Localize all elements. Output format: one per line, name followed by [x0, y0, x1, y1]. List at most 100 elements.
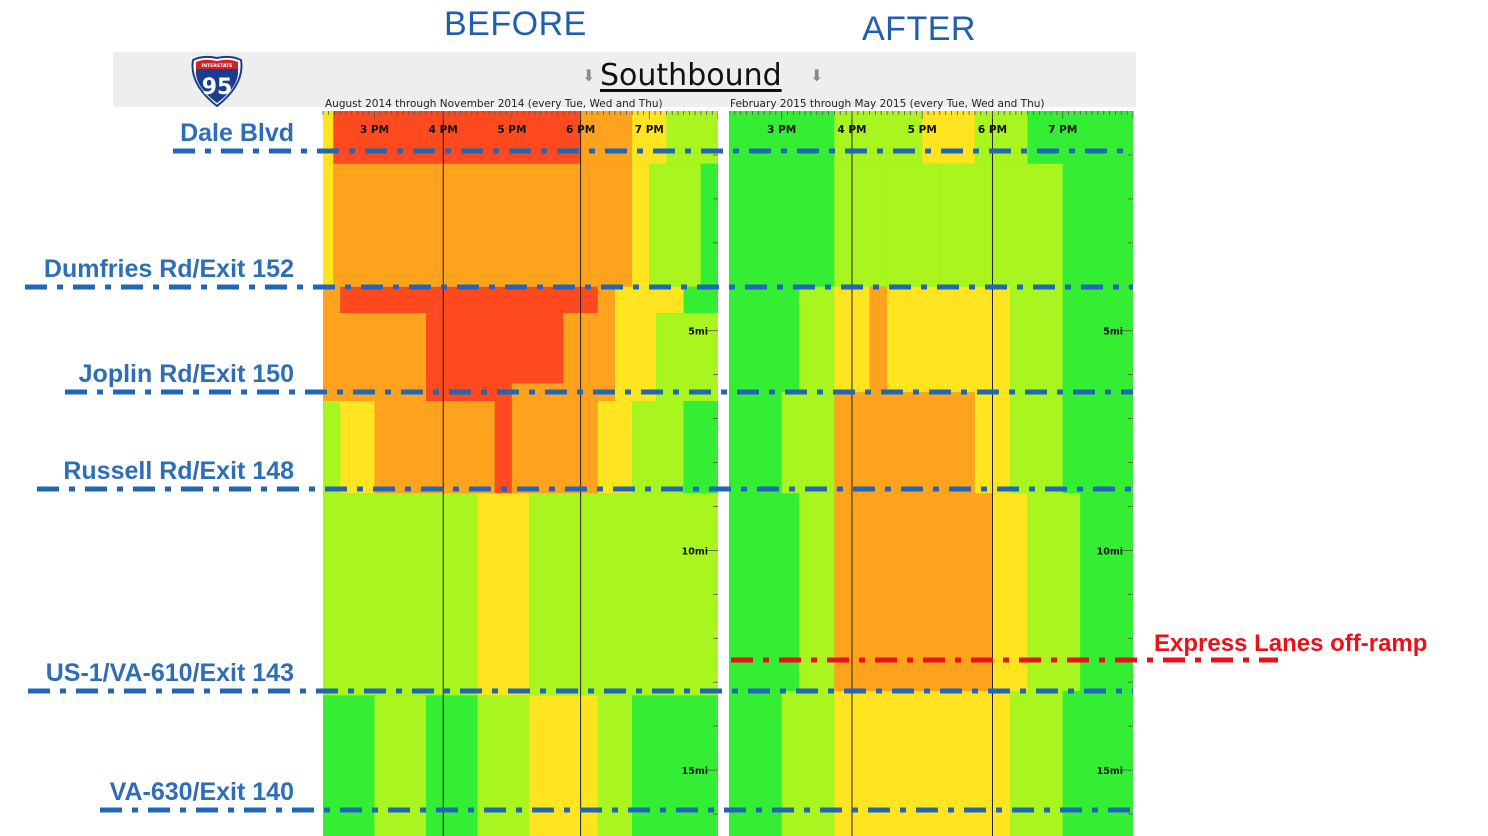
- time-tick-label: 7 PM: [1048, 124, 1077, 136]
- heatmap-cell: [729, 111, 835, 164]
- heatmap-cell: [614, 383, 657, 401]
- time-tick-label: 6 PM: [978, 124, 1007, 136]
- heatmap-cell: [580, 111, 633, 164]
- time-tick-label: 3 PM: [767, 124, 796, 136]
- heatmap-cell: [834, 392, 975, 494]
- after-title: AFTER: [862, 10, 976, 48]
- heatmap-cell: [834, 111, 923, 164]
- heatmap-cell: [869, 286, 888, 393]
- before-date-range: August 2014 through November 2014 (every…: [325, 98, 663, 110]
- heatmap-cell: [683, 286, 718, 314]
- heatmap-cell: [700, 163, 718, 287]
- heatmap-cell: [323, 401, 341, 494]
- heatmap-cell: [1062, 286, 1133, 393]
- heatmap-cell: [781, 691, 835, 836]
- heatmap-cell: [323, 493, 478, 696]
- mile-tick-label: 15mi: [682, 766, 708, 777]
- heatmap-cell: [939, 163, 1011, 287]
- heatmap-cell: [323, 695, 375, 836]
- before-title: BEFORE: [444, 5, 587, 43]
- time-tick-label: 3 PM: [360, 124, 389, 136]
- heatmap-cell: [323, 313, 427, 384]
- mile-tick-label: 15mi: [1097, 766, 1123, 777]
- heatmap-cell: [1062, 691, 1133, 836]
- heatmap-cell: [1062, 163, 1133, 287]
- heatmap-cell: [656, 383, 718, 401]
- mile-tick-label: 5mi: [1103, 327, 1123, 338]
- heatmap-cell: [597, 401, 633, 494]
- heatmap-cell: [426, 313, 564, 384]
- heatmap-cell: [729, 163, 835, 287]
- location-label: Joplin Rd/Exit 150: [78, 360, 294, 388]
- chart-header-bar: [113, 52, 1136, 107]
- heatmap-cell: [494, 401, 512, 494]
- heatmap-cell: [632, 111, 667, 164]
- time-tick-label: 6 PM: [566, 124, 595, 136]
- time-tick-label: 5 PM: [908, 124, 937, 136]
- heatmap-cell: [887, 163, 940, 287]
- heatmap-cell: [1027, 111, 1133, 164]
- heatmap-cell: [729, 691, 782, 836]
- heatmap-cell: [323, 286, 341, 314]
- shield-top-text: INTERSTATE: [202, 63, 233, 69]
- direction-title: Southbound: [600, 58, 782, 93]
- time-tick-label: 4 PM: [429, 124, 458, 136]
- heatmap-cell: [649, 163, 701, 287]
- heatmap-cell: [333, 163, 633, 287]
- time-tick-label: 5 PM: [497, 124, 526, 136]
- heatmap-cell: [834, 691, 1011, 836]
- shield-number: 95: [202, 75, 233, 100]
- location-label: VA-630/Exit 140: [109, 778, 294, 806]
- heatmap-cell: [974, 111, 1028, 164]
- heatmap-cell: [529, 695, 598, 836]
- heatmap-cell: [374, 401, 495, 494]
- heatmap-cell: [834, 163, 888, 287]
- time-tick-label: 7 PM: [635, 124, 664, 136]
- mile-tick-label: 10mi: [1097, 546, 1123, 557]
- heatmap-cell: [333, 111, 581, 164]
- heatmap-cell: [614, 286, 684, 314]
- heatmap-cell: [683, 401, 718, 494]
- heatmap-cell: [666, 111, 718, 164]
- heatmap-cell: [511, 401, 598, 494]
- heatmap-cell: [922, 111, 975, 164]
- heatmap-cell: [632, 401, 684, 494]
- location-label: Dale Blvd: [180, 119, 294, 147]
- heatmap-cell: [614, 313, 657, 384]
- heatmap-cell: [1010, 392, 1063, 494]
- location-label: Dumfries Rd/Exit 152: [43, 255, 294, 283]
- heatmap-cell: [477, 493, 530, 696]
- express-lanes-offramp-label: Express Lanes off-ramp: [1154, 630, 1428, 657]
- heatmap-cell: [340, 401, 375, 494]
- sort-arrow-icon: ⬇: [810, 66, 824, 85]
- heatmap-cell: [597, 695, 633, 836]
- time-tick-label: 4 PM: [837, 124, 866, 136]
- location-label: Russell Rd/Exit 148: [63, 457, 294, 485]
- heatmap-cell: [799, 286, 835, 393]
- heatmap-cell: [563, 313, 615, 384]
- interstate-95-shield-icon: INTERSTATE 95: [191, 55, 243, 108]
- heatmap-cell: [374, 695, 427, 836]
- sort-arrow-icon: ⬇: [582, 66, 596, 85]
- heatmap-cell: [340, 286, 598, 314]
- heatmap-cell: [781, 392, 835, 494]
- heatmap-cell: [632, 695, 718, 836]
- heatmap-cell: [323, 111, 334, 164]
- heatmap-cell: [1010, 691, 1063, 836]
- heatmap-cell: [426, 695, 478, 836]
- heatmap-cell: [729, 392, 782, 494]
- panel-gap: [718, 111, 729, 836]
- heatmap-cell: [632, 163, 650, 287]
- heatmap-cell: [834, 493, 993, 691]
- mile-tick-label: 5mi: [688, 327, 708, 338]
- heatmap-cell: [477, 695, 530, 836]
- heatmap-cell: [323, 163, 334, 287]
- heatmap-cell: [1010, 286, 1063, 393]
- heatmap-cell: [729, 286, 800, 393]
- location-label: US-1/VA-610/Exit 143: [45, 659, 294, 687]
- heatmap-cell: [887, 286, 1011, 393]
- after-date-range: February 2015 through May 2015 (every Tu…: [730, 98, 1045, 110]
- heatmap-cell: [1062, 392, 1133, 494]
- mile-tick-label: 10mi: [682, 546, 708, 557]
